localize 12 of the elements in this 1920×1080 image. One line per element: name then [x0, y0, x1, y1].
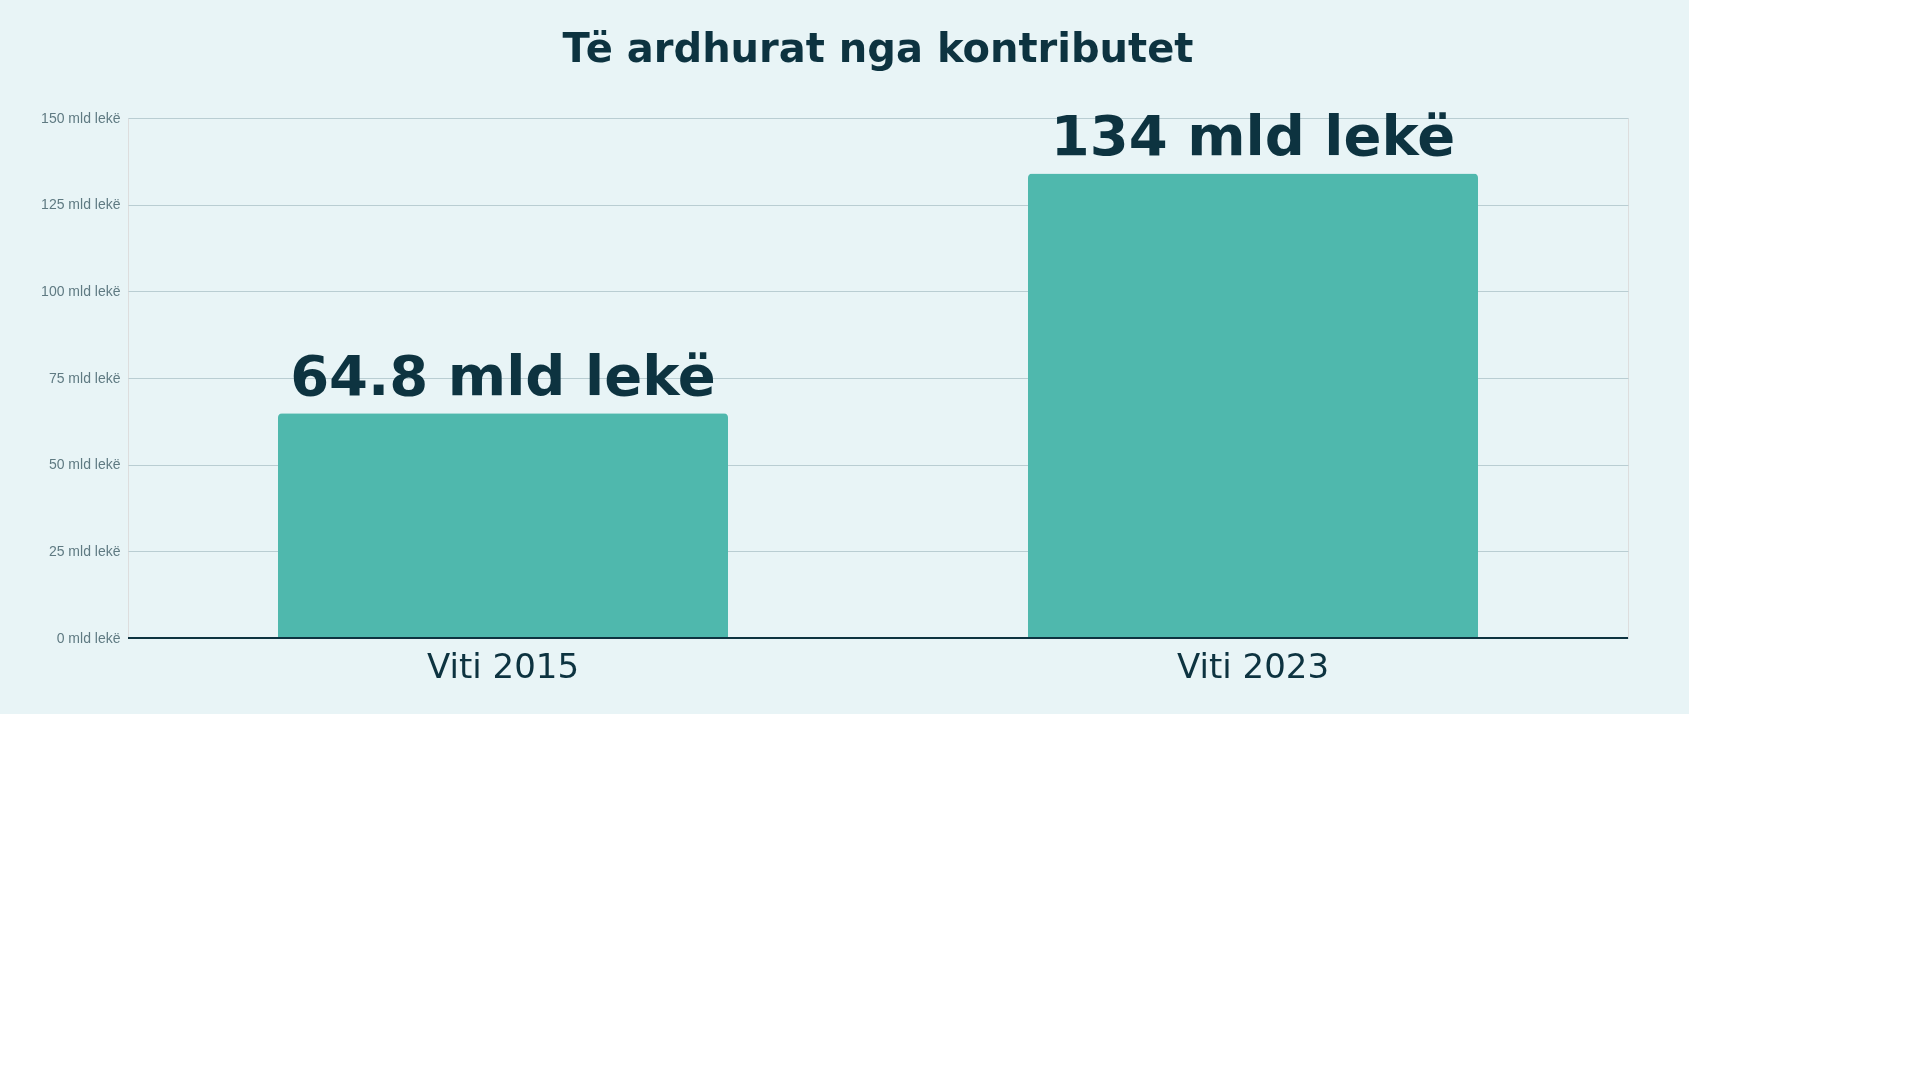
- y-tick-label: 75 mld lekë: [48, 369, 121, 386]
- x-tick-label: Viti 2023: [1176, 645, 1330, 686]
- y-tick-label: 150 mld lekë: [41, 109, 121, 126]
- x-tick-label: Viti 2015: [426, 645, 580, 686]
- y-tick-label: 100 mld lekë: [41, 282, 121, 299]
- data-label: 134 mld lekë: [1050, 103, 1456, 169]
- y-tick-label: 50 mld lekë: [48, 456, 121, 473]
- chart-title: Të ardhurat nga kontributet: [562, 25, 1194, 72]
- y-tick-label: 125 mld lekë: [41, 196, 121, 213]
- data-label: 64.8 mld lekë: [290, 343, 716, 409]
- y-tick-label: 0 mld lekë: [56, 629, 121, 646]
- y-tick-label: 25 mld lekë: [48, 542, 121, 559]
